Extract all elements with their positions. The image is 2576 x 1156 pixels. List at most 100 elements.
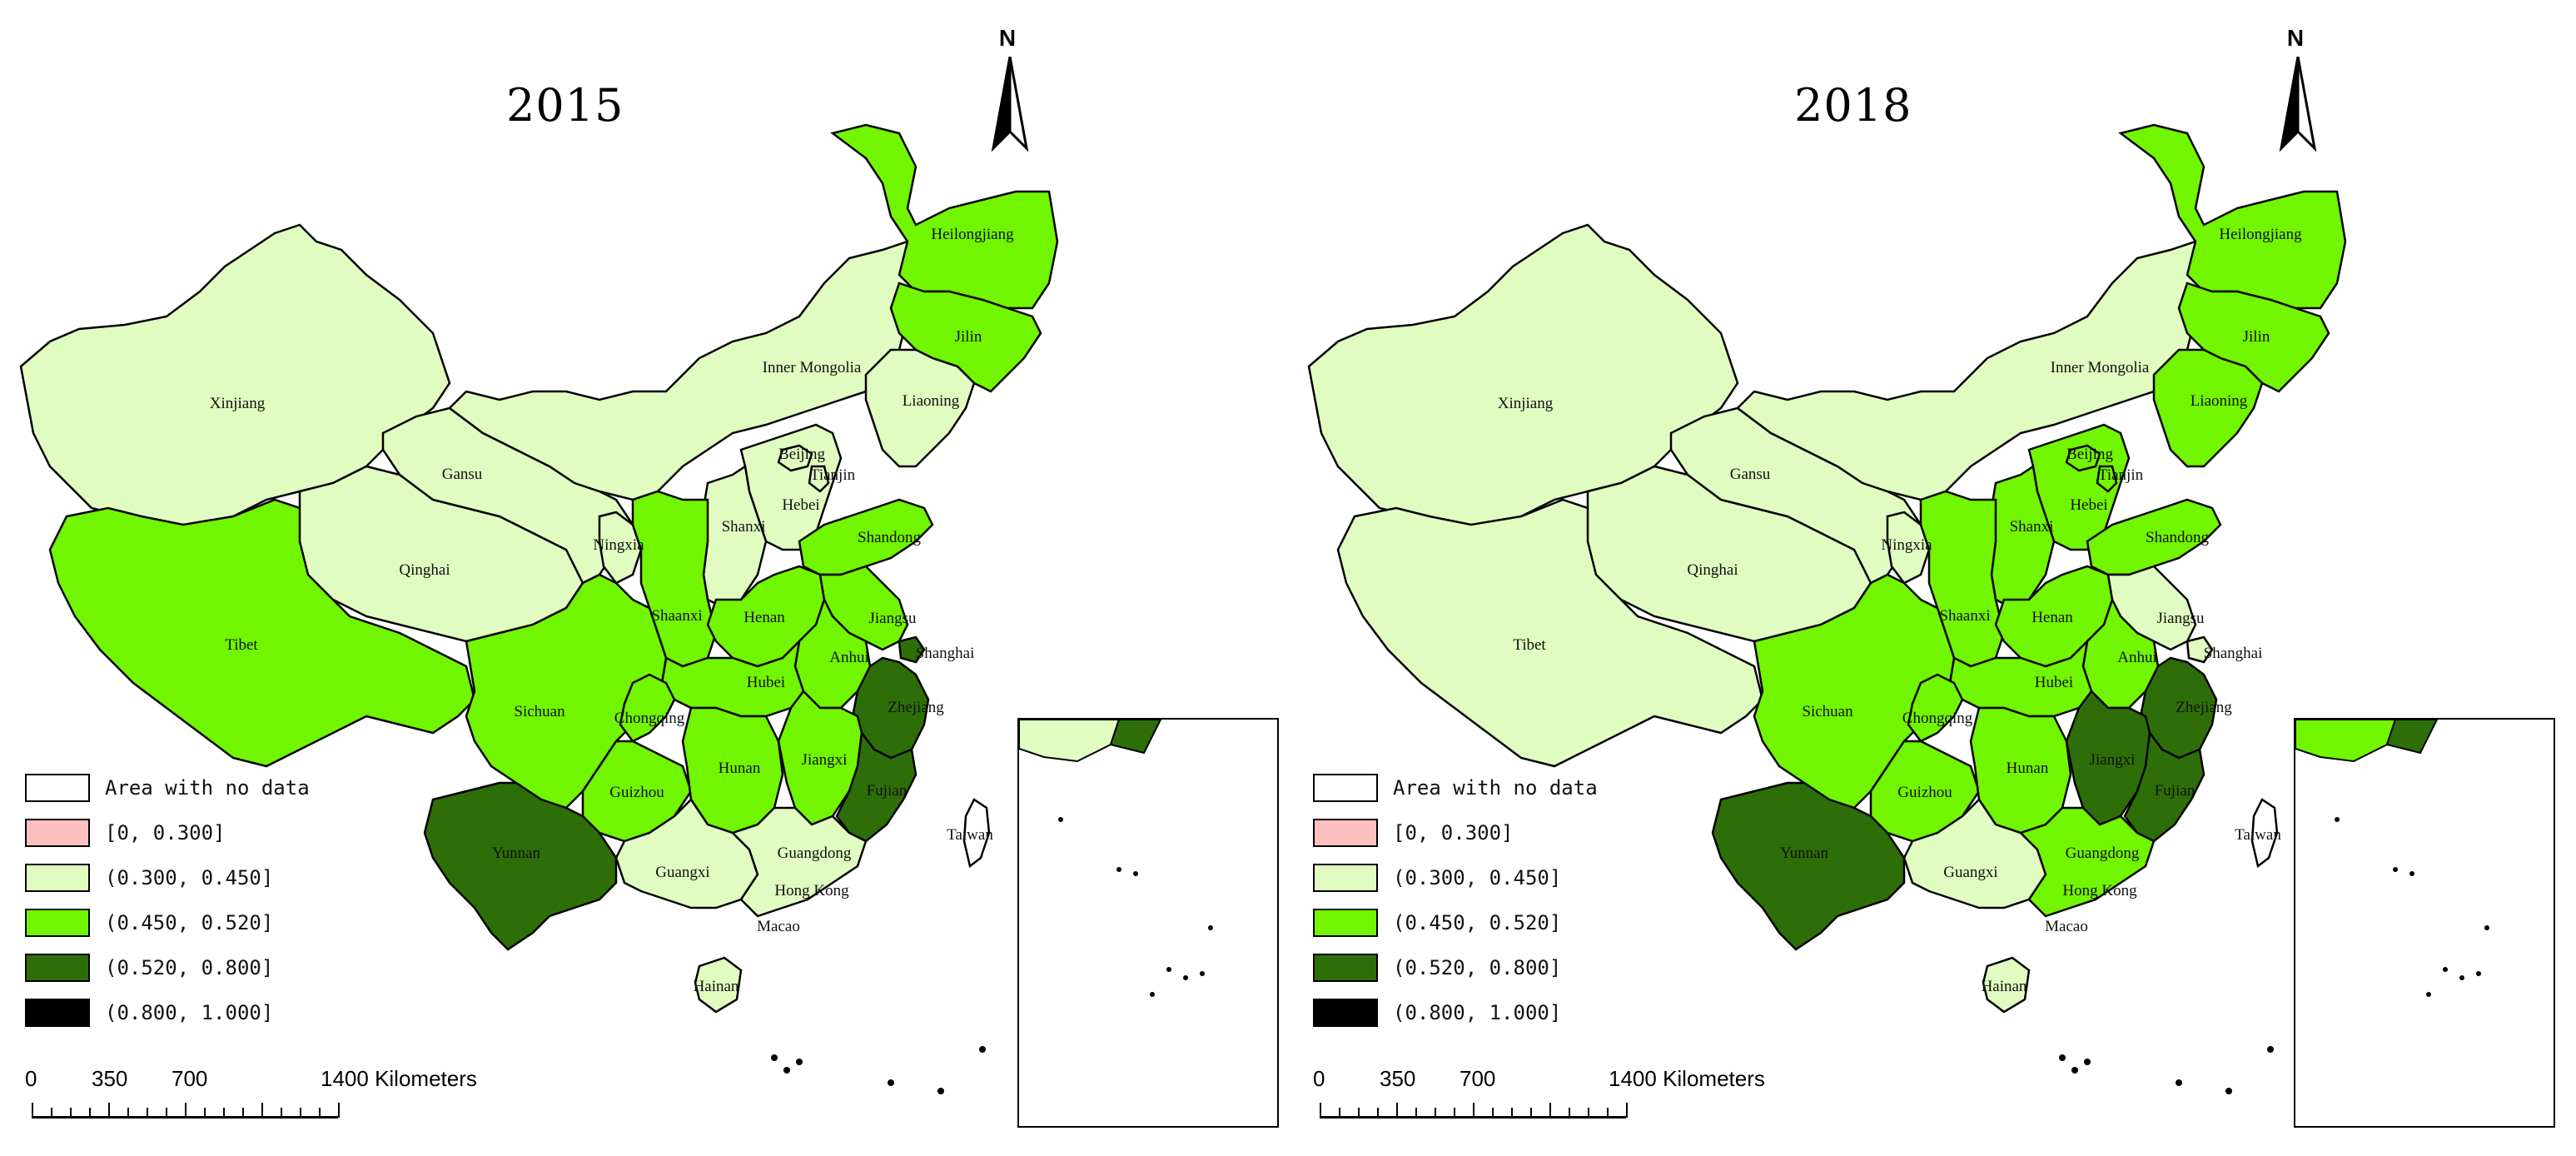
region-label: Xinjiang xyxy=(210,395,266,412)
island-mark xyxy=(2176,1079,2182,1086)
legend-label: (0.800, 1.000] xyxy=(105,1001,274,1024)
region-label: Tianjin xyxy=(2098,466,2144,484)
legend-label: [0, 0.300] xyxy=(105,821,226,845)
legend-label: [0, 0.300] xyxy=(1393,821,1514,845)
region-label: Guizhou xyxy=(1897,784,1952,801)
region-label: Macao xyxy=(757,918,800,935)
map-title-year: 2018 xyxy=(1794,79,1912,132)
legend-label: Area with no data xyxy=(105,776,310,800)
island-mark xyxy=(2267,1046,2274,1053)
region-beijing xyxy=(777,444,813,472)
region-label: Tibet xyxy=(1513,636,1546,654)
region-label: Guangxi xyxy=(655,864,709,881)
legend-item: Area with no data xyxy=(1313,773,1598,803)
legend-item: (0.450, 0.520] xyxy=(25,908,273,938)
region-label: Hainan xyxy=(694,978,739,995)
island-mark xyxy=(2059,1054,2066,1061)
region-label: Jilin xyxy=(2243,328,2270,346)
map-title-year: 2015 xyxy=(506,79,624,132)
inset-island xyxy=(1166,967,1171,972)
inset-island xyxy=(1200,971,1205,976)
scale-tick-mark xyxy=(51,1108,52,1118)
legend-label: (0.300, 0.450] xyxy=(105,866,274,889)
legend-label: (0.520, 0.800] xyxy=(1393,956,1562,979)
region-label: Qinghai xyxy=(399,561,450,579)
scale-tick-mark xyxy=(70,1108,72,1118)
region-hainan xyxy=(694,956,743,1014)
legend-label: (0.450, 0.520] xyxy=(105,911,274,934)
region-label: Liaoning xyxy=(2191,392,2248,410)
region-label: Sichuan xyxy=(514,703,565,720)
legend-item: [0, 0.300] xyxy=(1313,818,1514,848)
region-label: Ningxia xyxy=(1881,536,1932,554)
scale-tick-label: 700 xyxy=(172,1066,208,1091)
scale-tick-mark xyxy=(300,1108,301,1118)
north-label: N xyxy=(998,25,1017,51)
region-label: Hainan xyxy=(1982,978,2027,995)
scale-tick-mark xyxy=(1569,1108,1570,1118)
region-label: Hong Kong xyxy=(774,882,849,899)
region-label: Hubei xyxy=(747,674,785,691)
region-label: Gansu xyxy=(442,466,483,483)
region-shanghai xyxy=(898,635,926,664)
legend-item: (0.300, 0.450] xyxy=(25,863,273,893)
region-tibet xyxy=(48,498,476,768)
legend-swatch xyxy=(25,954,90,982)
region-label: Hebei xyxy=(2070,496,2107,514)
map-panel-2015: 2015 N Xinjiang Tibet Qinghai Gansu Inner Mo… xyxy=(19,25,1279,1128)
island-mark xyxy=(979,1046,986,1053)
region-label: Anhui xyxy=(829,649,869,666)
region-label: Yunnan xyxy=(1780,845,1829,862)
scale-tick-mark xyxy=(1530,1108,1532,1118)
inset-island xyxy=(1133,871,1138,876)
island-mark xyxy=(771,1054,778,1061)
scale-tick-mark xyxy=(147,1108,148,1118)
legend-label: (0.520, 0.800] xyxy=(105,956,274,979)
region-fujian xyxy=(835,730,918,843)
region-liaoning xyxy=(2152,348,2264,468)
region-taiwan xyxy=(962,798,991,869)
legend-item: [0, 0.300] xyxy=(25,818,226,848)
scale-tick-mark xyxy=(281,1108,282,1118)
scale-tick-mark xyxy=(1473,1103,1474,1118)
region-label: Henan xyxy=(743,609,785,626)
inset-island xyxy=(2443,967,2448,972)
region-ningxia xyxy=(1886,511,1931,585)
region-label: Shanxi xyxy=(722,518,766,536)
region-hainan xyxy=(1982,956,2031,1014)
scale-tick-mark xyxy=(185,1103,186,1118)
region-label: Fujian xyxy=(2155,782,2196,800)
region-label: Jilin xyxy=(955,328,982,346)
legend-label: (0.450, 0.520] xyxy=(1393,911,1562,934)
region-liaoning xyxy=(864,348,976,468)
inset-island xyxy=(2459,975,2464,980)
region-guizhou xyxy=(1869,740,1981,843)
legend-swatch xyxy=(1313,954,1378,982)
scale-tick-mark xyxy=(108,1103,110,1118)
legend-swatch xyxy=(1313,774,1378,802)
region-label: Shanghai xyxy=(2204,645,2263,662)
inset-island xyxy=(2335,817,2340,822)
region-label: Beijing xyxy=(2066,446,2113,463)
legend-item: (0.800, 1.000] xyxy=(1313,998,1561,1028)
region-label: Hubei xyxy=(2035,674,2073,691)
inset-island xyxy=(2476,971,2481,976)
scale-tick-mark xyxy=(223,1108,225,1118)
region-label: Xinjiang xyxy=(1498,395,1554,412)
scale-tick-mark xyxy=(32,1103,33,1118)
inset-island xyxy=(1058,817,1063,822)
inset-region xyxy=(1109,720,1162,755)
region-ningxia xyxy=(598,511,643,585)
inset-island xyxy=(1150,992,1155,997)
inset-island xyxy=(1208,925,1213,930)
region-label: Tianjin xyxy=(810,466,856,484)
region-label: Guangdong xyxy=(2066,845,2140,862)
region-label: Guizhou xyxy=(609,784,664,801)
scale-tick-mark xyxy=(166,1108,167,1118)
region-label: Taiwan xyxy=(947,826,993,844)
inset-island xyxy=(2409,871,2414,876)
inset-island xyxy=(2426,992,2431,997)
scale-tick-mark xyxy=(261,1103,263,1118)
region-label: Fujian xyxy=(867,782,908,800)
north-arrow-icon xyxy=(991,57,1029,152)
